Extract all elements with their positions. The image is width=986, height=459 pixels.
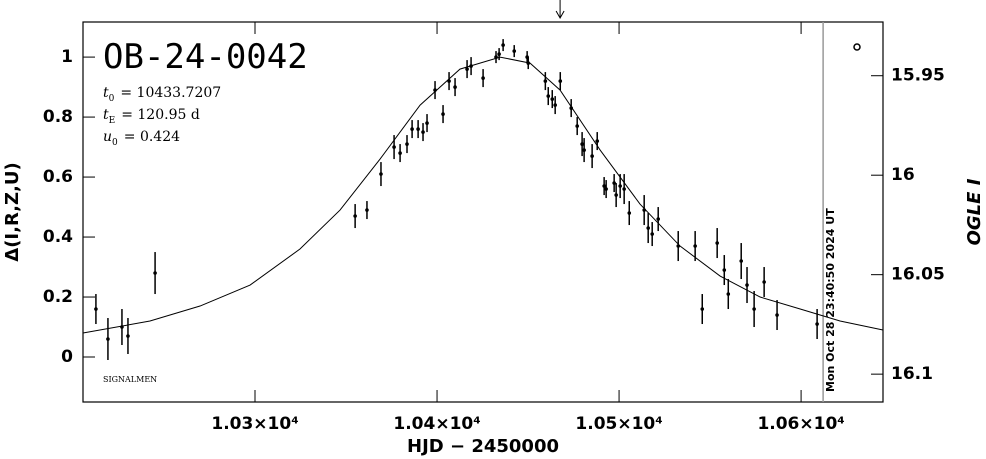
- data-point: [745, 283, 749, 287]
- data-point: [739, 259, 744, 263]
- data-point: [656, 217, 660, 221]
- data-point: [815, 322, 819, 326]
- data-point: [558, 79, 563, 83]
- data-point: [512, 49, 517, 53]
- y-tick-label: 0.8: [43, 107, 73, 127]
- data-point: [120, 325, 124, 329]
- param-rest: = 10433.7207: [120, 85, 221, 101]
- data-point: [612, 181, 616, 185]
- data-point: [469, 64, 473, 68]
- y2-tick-label: 16.1: [891, 364, 933, 384]
- data-point: [762, 280, 766, 284]
- data-point: [398, 151, 402, 155]
- data-point: [526, 61, 531, 65]
- param-sub: 0: [109, 94, 115, 104]
- data-point: [494, 55, 498, 59]
- data-point: [153, 271, 157, 275]
- x-tick-label: 1.03×10⁴: [211, 414, 298, 434]
- data-point: [604, 187, 608, 191]
- data-point: [622, 187, 626, 191]
- data-point: [497, 52, 501, 56]
- data-point: [553, 103, 557, 107]
- data-point: [646, 226, 650, 230]
- data-point: [94, 307, 98, 311]
- data-point: [405, 142, 409, 146]
- param-sub: 0: [112, 138, 118, 148]
- data-point: [421, 130, 425, 134]
- y-tick-label: 1: [61, 47, 73, 67]
- data-point: [602, 184, 606, 188]
- data-point: [614, 193, 618, 197]
- data-point: [650, 232, 654, 236]
- param-rest: = 120.95 d: [121, 107, 200, 123]
- data-point: [353, 214, 357, 218]
- data-point: [481, 76, 485, 80]
- y2-axis-label: OGLE I: [964, 178, 985, 245]
- data-point: [722, 268, 727, 272]
- data-point: [618, 184, 622, 188]
- data-point: [569, 106, 573, 110]
- y2-tick-label: 16: [891, 165, 915, 185]
- param-var: t: [103, 85, 109, 101]
- data-point: [126, 334, 130, 338]
- footer-note: SIGNALMEN: [103, 375, 157, 384]
- x-tick-label: 1.04×10⁴: [393, 414, 480, 434]
- data-point: [700, 307, 705, 311]
- data-point: [715, 241, 719, 245]
- y-axis-label: Δ(I,R,Z,U): [2, 162, 23, 261]
- param-text: t0 = 10433.7207: [103, 85, 221, 104]
- data-point: [693, 244, 697, 248]
- data-point: [627, 211, 632, 215]
- param-rest: = 0.424: [124, 129, 180, 145]
- marker-circle: [853, 43, 861, 51]
- data-point: [392, 145, 396, 149]
- data-point: [106, 337, 110, 341]
- arrow: [555, 0, 565, 20]
- data-point: [642, 208, 646, 212]
- data-point: [365, 208, 369, 212]
- param-text: u0 = 0.424: [103, 129, 180, 148]
- data-point: [447, 79, 451, 83]
- data-point: [379, 172, 383, 176]
- now-label: Mon Oct 28 23:40:50 2024 UT: [824, 208, 837, 392]
- data-point: [425, 121, 429, 125]
- data-point: [465, 67, 469, 71]
- param-text: tE = 120.95 d: [103, 107, 200, 126]
- data-point: [582, 148, 586, 152]
- data-point: [416, 127, 420, 131]
- data-point: [433, 88, 437, 92]
- param-var: t: [103, 107, 109, 123]
- data-point: [546, 94, 551, 98]
- y-tick-label: 0: [61, 347, 73, 367]
- data-point: [676, 244, 681, 248]
- data-point: [726, 292, 731, 296]
- data-point: [575, 124, 579, 128]
- x-axis-label: HJD − 2450000: [407, 436, 559, 457]
- data-point: [501, 43, 505, 47]
- plot-frame: [82, 21, 884, 403]
- data-point: [543, 79, 548, 83]
- param-var: u: [103, 129, 112, 145]
- data-point: [752, 307, 756, 311]
- data-point: [453, 85, 457, 89]
- y-tick-label: 0.4: [43, 227, 73, 247]
- data-point: [410, 127, 414, 131]
- y2-tick-label: 16.05: [891, 265, 945, 285]
- data-point: [580, 142, 584, 146]
- chart-title: OB-24-0042: [103, 37, 308, 77]
- y-tick-label: 0.2: [43, 287, 73, 307]
- y2-tick-label: 15.95: [891, 66, 945, 86]
- data-point: [441, 112, 445, 116]
- data-point: [590, 154, 594, 158]
- data-point: [595, 139, 600, 143]
- data-point: [775, 313, 779, 317]
- param-sub: E: [109, 116, 116, 126]
- data-point: [550, 97, 555, 101]
- x-tick-label: 1.06×10⁴: [757, 414, 844, 434]
- x-tick-label: 1.05×10⁴: [575, 414, 662, 434]
- y-tick-label: 0.6: [43, 167, 73, 187]
